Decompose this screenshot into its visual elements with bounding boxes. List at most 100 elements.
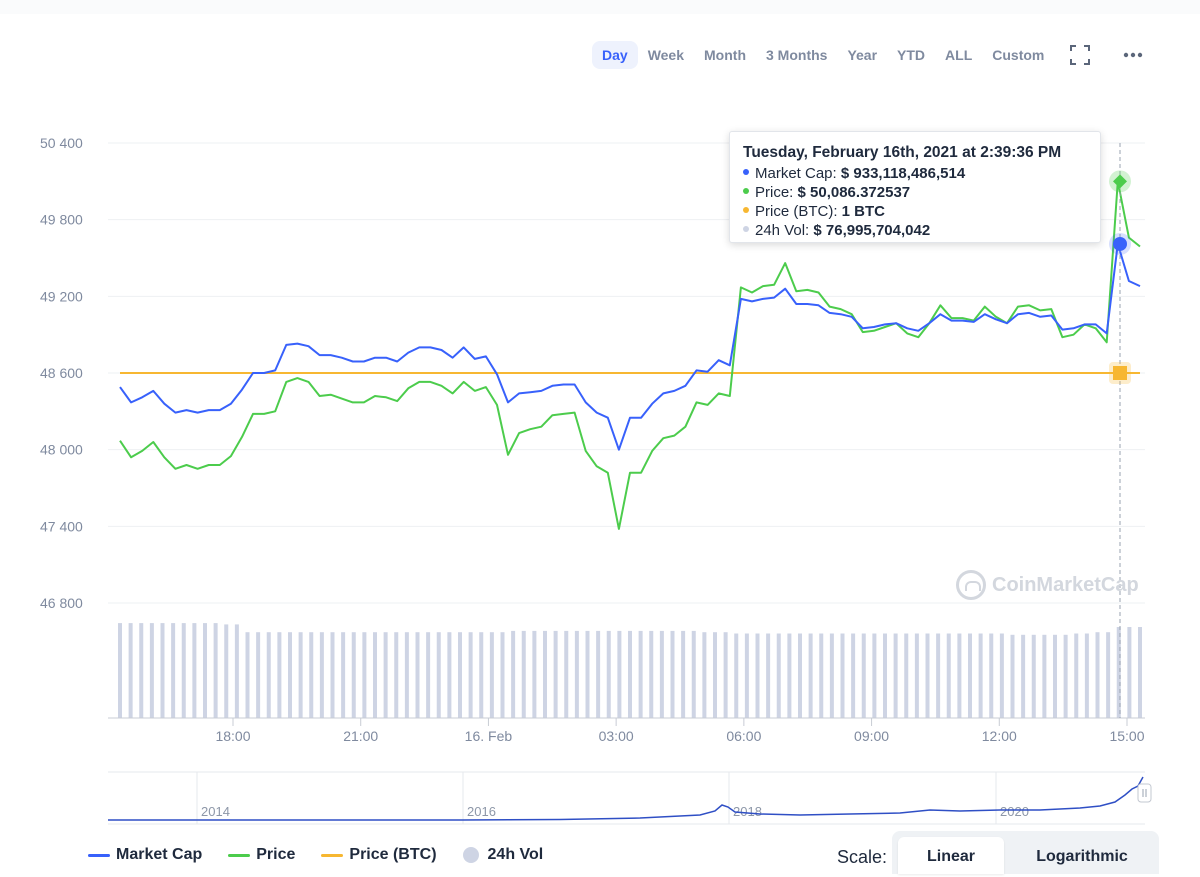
volume-bar xyxy=(659,630,664,718)
legend-item-price-btc[interactable]: Price (BTC) xyxy=(321,846,437,864)
volume-bar xyxy=(298,632,303,718)
legend-label: Price (BTC) xyxy=(349,846,437,863)
hover-tooltip: Tuesday, February 16th, 2021 at 2:39:36 … xyxy=(729,131,1101,243)
tooltip-series-dot xyxy=(743,226,749,233)
tooltip-value: 1 BTC xyxy=(841,203,886,220)
y-tick-label: 46 800 xyxy=(40,595,83,611)
scale-toggle: Linear Logarithmic xyxy=(892,831,1159,874)
tooltip-value: $ 50,086.372537 xyxy=(797,184,911,201)
scale-logarithmic-button[interactable]: Logarithmic xyxy=(1036,848,1128,865)
volume-bar xyxy=(489,632,494,718)
volume-bar xyxy=(1021,634,1026,718)
x-tick-label: 06:00 xyxy=(726,728,761,744)
volume-bar xyxy=(1106,632,1111,718)
volume-bar xyxy=(989,633,994,718)
tooltip-title: Tuesday, February 16th, 2021 at 2:39:36 … xyxy=(743,144,1062,161)
tooltip-row: Market Cap: $ 933,118,486,514 xyxy=(743,164,1100,183)
tooltip-value: $ 933,118,486,514 xyxy=(840,165,966,182)
volume-bar xyxy=(638,630,643,718)
volume-bar xyxy=(723,632,728,718)
y-tick-label: 50 400 xyxy=(40,135,83,151)
legend-item-price[interactable]: Price xyxy=(228,846,295,864)
legend-item-24h-vol[interactable]: 24h Vol xyxy=(462,846,543,864)
coinmarketcap-logo-icon xyxy=(956,570,986,600)
volume-bar xyxy=(160,623,165,718)
range-button-custom[interactable]: Custom xyxy=(992,47,1045,63)
volume-bar xyxy=(404,632,409,718)
price-btc-marker xyxy=(1113,366,1127,380)
volume-bar xyxy=(277,632,282,718)
range-button-week[interactable]: Week xyxy=(647,47,685,63)
volume-bar xyxy=(798,633,802,718)
volume-bar xyxy=(670,630,675,718)
range-button-day[interactable]: Day xyxy=(592,41,638,69)
navigator-tick-label: 2016 xyxy=(467,804,496,819)
volume-bar xyxy=(978,633,983,718)
volume-bar xyxy=(872,633,877,718)
volume-bar xyxy=(521,630,526,718)
volume-bar xyxy=(436,632,441,718)
range-button-year[interactable]: Year xyxy=(847,47,878,63)
volume-bar xyxy=(479,632,484,718)
range-button-3-months[interactable]: 3 Months xyxy=(766,47,828,63)
volume-bar xyxy=(351,632,356,718)
tooltip-label: Market Cap: xyxy=(755,165,841,182)
volume-bar xyxy=(861,633,866,718)
volume-bar xyxy=(691,630,696,718)
range-button-ytd[interactable]: YTD xyxy=(897,47,926,63)
price-marker xyxy=(1113,174,1127,189)
navigator[interactable]: 2014 2016 2018 2020 xyxy=(108,771,1152,825)
volume-bar xyxy=(149,623,154,718)
x-tick-label: 12:00 xyxy=(982,728,1017,744)
volume-bar xyxy=(702,632,707,718)
x-axis-ticks: 18:00 21:00 16. Feb 03:00 06:00 09:00 12:00 15:… xyxy=(215,718,1145,744)
volume-bar xyxy=(946,633,951,718)
volume-bar xyxy=(1010,634,1015,718)
y-tick-label: 48 600 xyxy=(40,365,83,381)
time-range-toolbar: Day Week Month 3 Months Year YTD ALL Custom xyxy=(592,41,1054,69)
volume-bar xyxy=(319,632,324,718)
volume-bar xyxy=(617,630,622,718)
volume-bars xyxy=(118,623,1142,718)
volume-bar xyxy=(681,630,686,718)
volume-bar xyxy=(734,633,739,718)
legend-swatch xyxy=(321,853,344,857)
volume-bar xyxy=(936,633,941,718)
volume-bar xyxy=(362,632,367,718)
range-button-month[interactable]: Month xyxy=(704,47,746,63)
volume-bar xyxy=(819,633,824,718)
tooltip-value: $ 76,995,704,042 xyxy=(813,222,931,239)
navigator-tick-label: 2020 xyxy=(1000,804,1029,819)
volume-bar xyxy=(394,632,399,718)
volume-bar xyxy=(787,633,792,718)
chart-legend: Market Cap Price Price (BTC) 24h Vol xyxy=(88,846,569,864)
navigator-handle[interactable] xyxy=(1137,783,1152,803)
volume-bar xyxy=(532,630,537,718)
legend-item-market-cap[interactable]: Market Cap xyxy=(88,846,202,864)
navigator-tick-label: 2018 xyxy=(733,804,762,819)
volume-bar xyxy=(564,630,569,718)
volume-bar xyxy=(203,623,207,718)
volume-bar xyxy=(649,630,654,718)
volume-bar xyxy=(543,630,547,718)
scale-linear-button[interactable]: Linear xyxy=(898,837,1004,874)
volume-bar xyxy=(1138,627,1142,718)
volume-bar xyxy=(415,632,420,718)
volume-bar xyxy=(256,632,261,718)
volume-bar xyxy=(118,623,122,718)
x-tick-label: 15:00 xyxy=(1109,728,1144,744)
fullscreen-icon[interactable] xyxy=(1069,44,1091,66)
volume-bar xyxy=(330,632,335,718)
volume-bar xyxy=(288,632,292,718)
range-button-all[interactable]: ALL xyxy=(945,47,973,63)
series-lines xyxy=(119,180,1141,530)
volume-bar xyxy=(458,632,462,718)
volume-bar xyxy=(181,623,186,718)
volume-bar xyxy=(925,633,930,718)
volume-bar xyxy=(309,632,314,718)
volume-bar xyxy=(840,633,845,718)
tooltip-row: 24h Vol: $ 76,995,704,042 xyxy=(743,221,1100,240)
hover-markers xyxy=(1109,170,1131,384)
volume-bar xyxy=(1042,634,1047,718)
more-options-icon[interactable] xyxy=(1122,44,1144,66)
